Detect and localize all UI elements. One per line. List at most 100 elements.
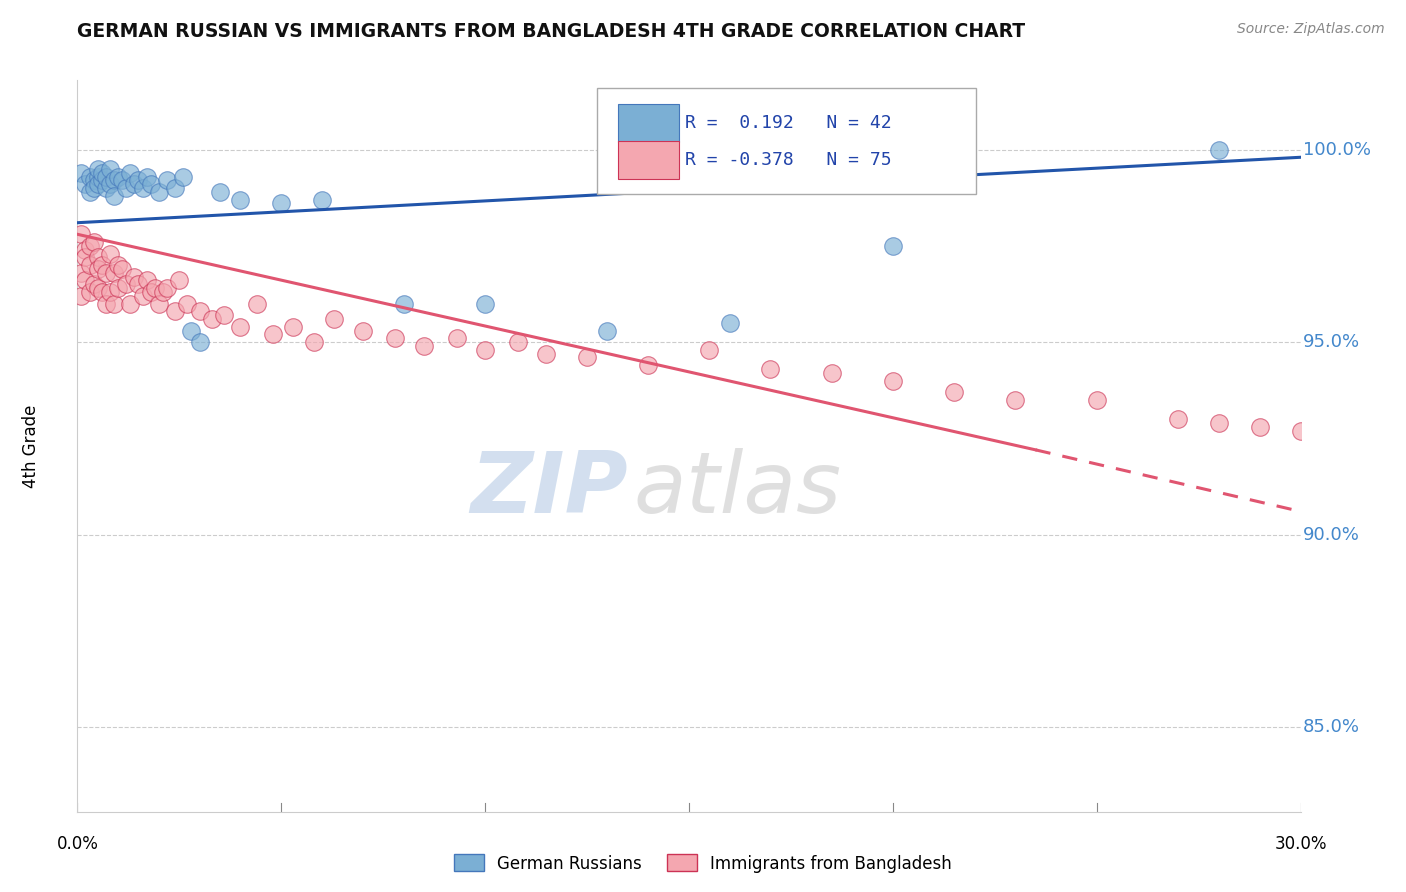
- Point: [94, 296, 117, 310]
- Point: [75, 251, 97, 265]
- Text: 0.0%: 0.0%: [56, 835, 98, 853]
- Point: [90, 258, 112, 272]
- Point: [637, 358, 659, 372]
- Point: [124, 269, 146, 284]
- Point: [103, 188, 125, 202]
- Point: [79, 239, 101, 253]
- Point: [942, 385, 965, 400]
- Point: [75, 178, 97, 192]
- Point: [70, 289, 93, 303]
- Text: atlas: atlas: [634, 449, 842, 532]
- Point: [1208, 143, 1230, 157]
- Point: [384, 331, 406, 345]
- Point: [821, 366, 844, 380]
- Point: [176, 296, 198, 310]
- Point: [143, 281, 166, 295]
- Point: [246, 296, 269, 310]
- Point: [413, 339, 436, 353]
- Point: [87, 251, 110, 265]
- Point: [1167, 412, 1189, 426]
- Point: [506, 334, 529, 349]
- Point: [79, 258, 101, 272]
- Point: [83, 181, 105, 195]
- Point: [103, 173, 125, 187]
- Point: [120, 166, 142, 180]
- Point: [87, 161, 110, 176]
- Point: [882, 374, 904, 388]
- Point: [131, 289, 153, 303]
- Point: [98, 285, 121, 299]
- Point: [107, 169, 129, 184]
- FancyBboxPatch shape: [598, 87, 976, 194]
- Point: [156, 281, 179, 295]
- Point: [699, 343, 721, 357]
- Point: [115, 181, 138, 195]
- Text: 90.0%: 90.0%: [1303, 525, 1360, 543]
- Point: [115, 277, 138, 292]
- Point: [201, 312, 224, 326]
- Point: [596, 324, 619, 338]
- Text: ZIP: ZIP: [470, 449, 628, 532]
- Point: [212, 308, 235, 322]
- Point: [94, 169, 117, 184]
- Point: [90, 285, 112, 299]
- Point: [759, 362, 782, 376]
- Point: [1249, 419, 1271, 434]
- Point: [148, 296, 170, 310]
- Point: [302, 334, 325, 349]
- Point: [446, 331, 468, 345]
- Point: [70, 266, 93, 280]
- Point: [1330, 435, 1353, 450]
- Point: [474, 296, 496, 310]
- Point: [1004, 392, 1026, 407]
- Point: [392, 296, 415, 310]
- Point: [139, 178, 162, 192]
- Point: [165, 304, 187, 318]
- Point: [148, 185, 170, 199]
- Point: [98, 178, 121, 192]
- Point: [90, 166, 112, 180]
- Point: [79, 169, 101, 184]
- Point: [169, 273, 191, 287]
- Point: [79, 285, 101, 299]
- Point: [172, 169, 194, 184]
- Point: [576, 351, 599, 365]
- Point: [70, 166, 93, 180]
- Point: [165, 181, 187, 195]
- Text: 85.0%: 85.0%: [1303, 718, 1360, 736]
- Point: [1289, 424, 1312, 438]
- Point: [103, 266, 125, 280]
- Point: [75, 273, 97, 287]
- Legend: German Russians, Immigrants from Bangladesh: German Russians, Immigrants from Banglad…: [447, 847, 959, 880]
- Point: [139, 285, 162, 299]
- Point: [87, 261, 110, 276]
- Point: [135, 273, 157, 287]
- Text: Source: ZipAtlas.com: Source: ZipAtlas.com: [1237, 22, 1385, 37]
- Point: [90, 173, 112, 187]
- Point: [311, 193, 333, 207]
- Point: [188, 304, 211, 318]
- Point: [94, 266, 117, 280]
- Point: [352, 324, 374, 338]
- Point: [135, 169, 157, 184]
- Point: [229, 319, 252, 334]
- Point: [103, 296, 125, 310]
- Point: [98, 246, 121, 260]
- Point: [1085, 392, 1108, 407]
- Point: [270, 196, 292, 211]
- Point: [83, 235, 105, 249]
- Point: [94, 181, 117, 195]
- FancyBboxPatch shape: [619, 141, 679, 179]
- Point: [152, 285, 174, 299]
- Point: [208, 185, 231, 199]
- Point: [107, 258, 129, 272]
- Point: [323, 312, 346, 326]
- Point: [87, 281, 110, 295]
- Point: [98, 161, 121, 176]
- Point: [83, 173, 105, 187]
- Point: [124, 178, 146, 192]
- Point: [156, 173, 179, 187]
- Point: [127, 277, 149, 292]
- Point: [180, 324, 202, 338]
- Point: [75, 243, 97, 257]
